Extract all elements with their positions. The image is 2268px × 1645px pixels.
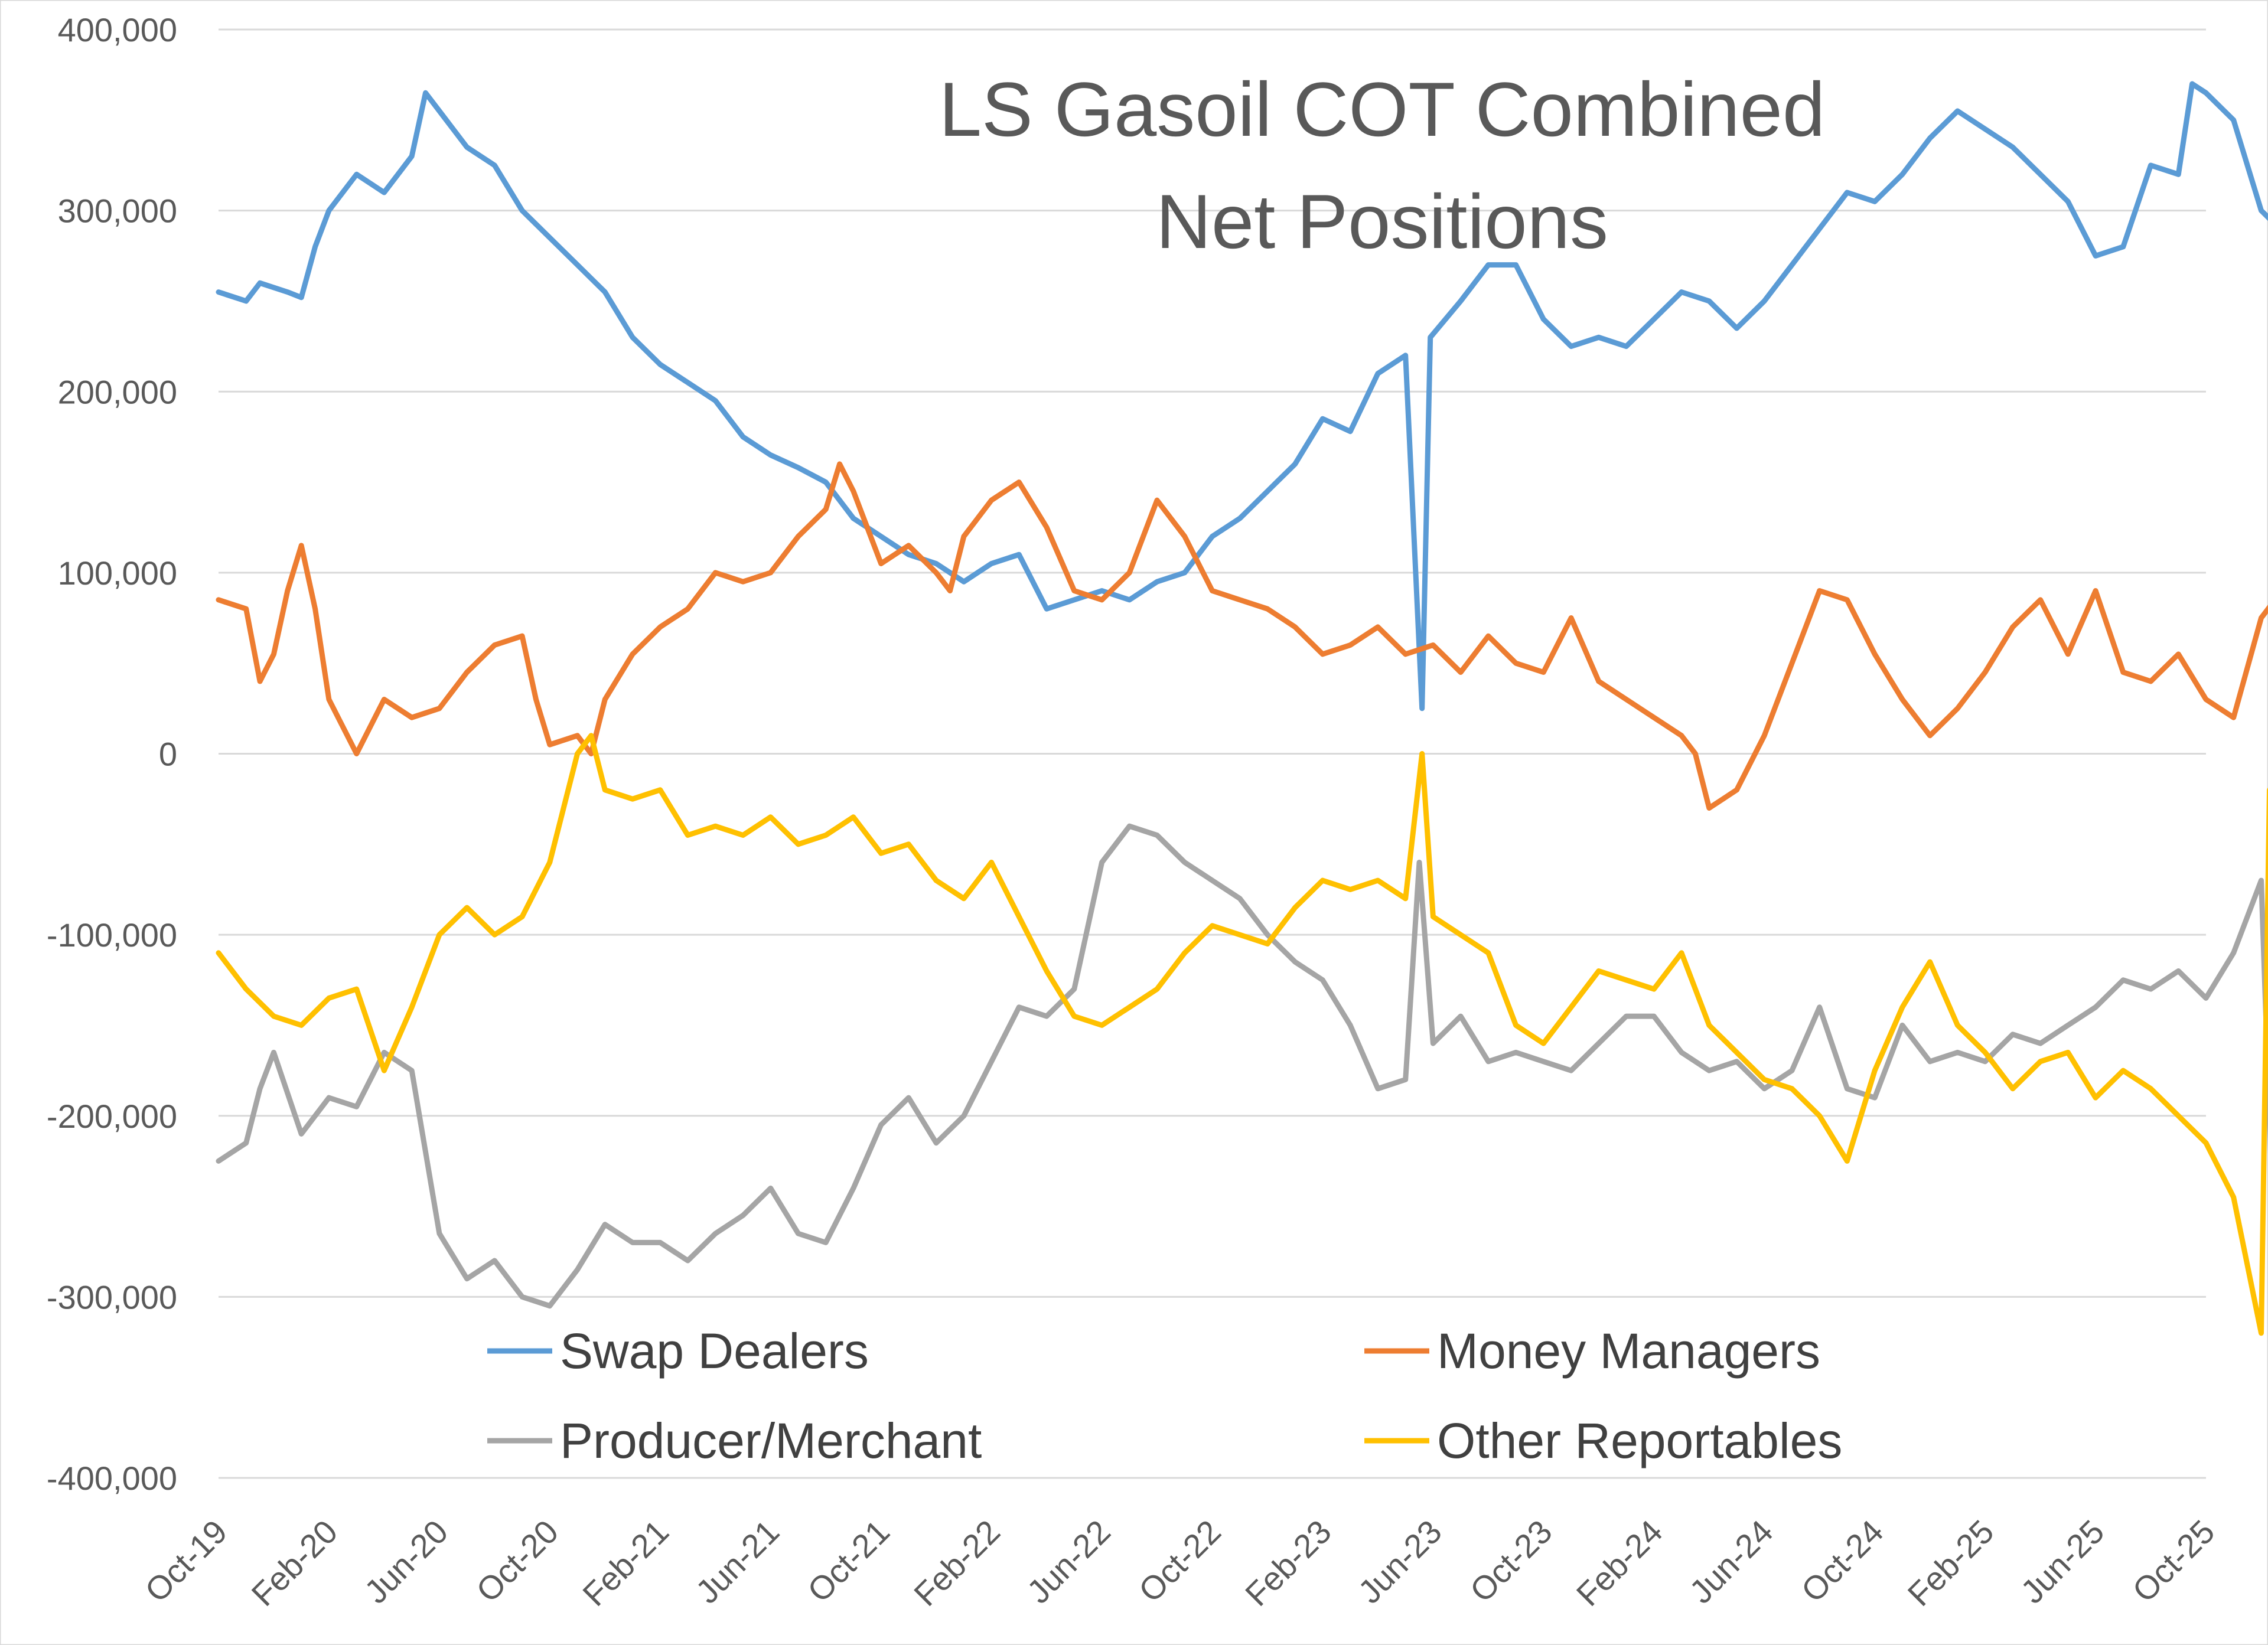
series-lines [216, 81, 2268, 1336]
y-tick-label: 0 [159, 736, 177, 773]
gridlines [219, 28, 2206, 1479]
y-tick-label: -300,000 [47, 1278, 177, 1316]
series-line-money-managers [216, 461, 2268, 811]
y-axis-ticks: 400,000 300,000 200,000 100,000 0 -100,000 -20… [47, 11, 177, 1497]
y-tick-label: 200,000 [58, 373, 177, 410]
y-tick-label: -200,000 [47, 1098, 177, 1135]
legend: Swap Dealers Money Managers Producer/Mer… [487, 1323, 1842, 1468]
y-tick-label: -100,000 [47, 916, 177, 954]
series-line-producer-merchant [216, 823, 2268, 1309]
y-tick-label: -400,000 [47, 1460, 177, 1497]
chart-title-line-2: Net Positions [1156, 178, 1608, 265]
legend-item-swap-dealers: Swap Dealers [487, 1323, 869, 1379]
legend-item-producer-merchant: Producer/Merchant [487, 1413, 982, 1468]
legend-item-money-managers: Money Managers [1364, 1323, 1820, 1379]
y-tick-label: 100,000 [58, 554, 177, 592]
y-tick-label: 300,000 [58, 192, 177, 230]
y-tick-label: 400,000 [58, 11, 177, 48]
series-line-other-reportables [216, 733, 2268, 1336]
chart-title: LS Gasoil COT Combined Net Positions [939, 66, 1825, 265]
legend-item-other-reportables: Other Reportables [1364, 1413, 1842, 1468]
legend-label-swap-dealers: Swap Dealers [560, 1323, 869, 1379]
series-line-swap-dealers [216, 81, 2268, 711]
legend-label-producer-merchant: Producer/Merchant [560, 1413, 982, 1468]
legend-label-other-reportables: Other Reportables [1437, 1413, 1842, 1468]
legend-label-money-managers: Money Managers [1437, 1323, 1820, 1379]
chart-title-line-1: LS Gasoil COT Combined [939, 66, 1825, 152]
